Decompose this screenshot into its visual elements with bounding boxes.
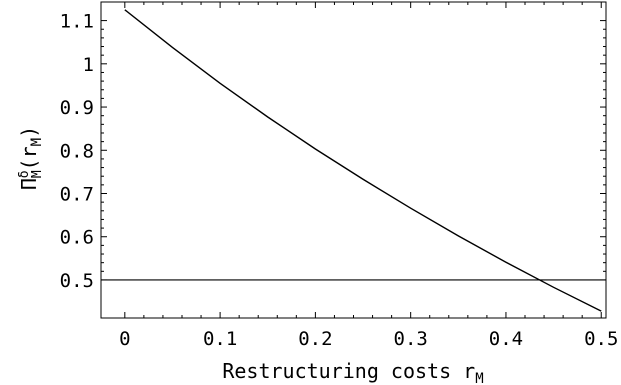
x-tick-label: 0.4 <box>489 328 523 350</box>
axis-ticks <box>101 2 606 318</box>
x-tick-labels: 0 0.1 0.2 0.3 0.4 0.5 <box>119 328 618 350</box>
series-line <box>124 9 602 312</box>
y-tick-label: 0.7 <box>60 184 94 206</box>
y-tick-label: 1 <box>83 54 94 76</box>
y-tick-labels: 0.5 0.6 0.7 0.8 0.9 1 1.1 <box>60 11 94 292</box>
y-axis-label: ΠMδ(rM) <box>17 126 45 190</box>
x-tick-label: 0 <box>119 328 130 350</box>
x-axis-label: Restructuring costs rM <box>222 359 483 385</box>
plot-frame <box>100 1 607 319</box>
y-tick-label: 0.9 <box>60 97 94 119</box>
y-tick-label: 0.5 <box>60 270 94 292</box>
y-tick-label: 1.1 <box>60 11 94 33</box>
y-tick-label: 0.6 <box>60 227 94 249</box>
x-tick-label: 0.2 <box>298 328 332 350</box>
x-tick-label: 0.5 <box>584 328 618 350</box>
y-tick-label: 0.8 <box>60 140 94 162</box>
x-tick-label: 0.3 <box>394 328 428 350</box>
x-tick-label: 0.1 <box>203 328 237 350</box>
